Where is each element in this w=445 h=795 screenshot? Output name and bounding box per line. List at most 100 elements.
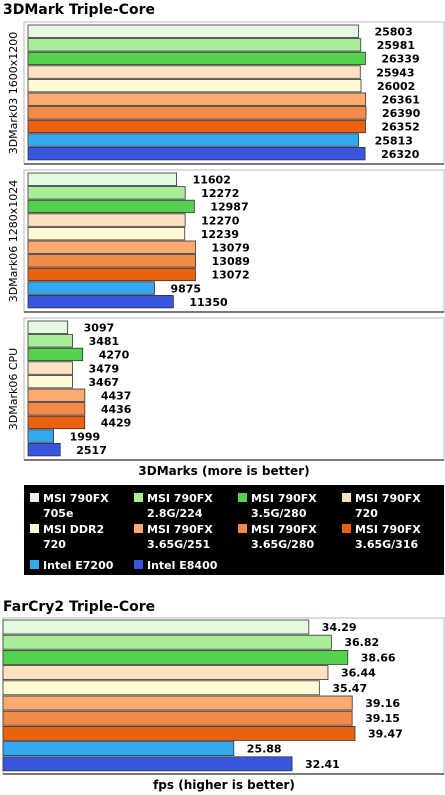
bar-intel-e7200: [27, 281, 155, 295]
data-label: 3479: [89, 362, 120, 375]
legend-label: 3.65G/280: [251, 538, 314, 551]
bar-msi-790fx-720: [27, 213, 186, 227]
legend-label: MSI 790FX: [355, 523, 421, 536]
bar-msi-790fx-3-65g-251: [27, 240, 196, 254]
bar-msi-790fx-3-5g-280: [27, 347, 84, 362]
chart-title-farcry2: FarCry2 Triple-Core: [3, 599, 155, 615]
data-label: 11602: [193, 174, 231, 187]
bar-msi-790fx-720: [2, 665, 329, 680]
bar-msi-790fx-3-65g-280: [2, 710, 353, 726]
legend-swatch: [134, 493, 143, 502]
legend-item-msi-790fx-3-5g-280: MSI 790FX 3.5G/280: [238, 492, 317, 520]
bar-msi-790fx-3-65g-251: [27, 388, 86, 402]
legend-item-msi-790fx-2-8g-224: MSI 790FX 2.8G/224: [134, 492, 213, 520]
data-label: 26002: [377, 80, 415, 93]
data-label: 1999: [70, 430, 101, 443]
bar-msi-790fx-3-5g-280: [2, 650, 349, 665]
legend-swatch: [238, 524, 247, 533]
bar-msi-790fx-705e: [27, 172, 177, 186]
xlabel-farcry2: fps (higher is better): [153, 778, 295, 792]
bar-msi-790fx-2-8g-224: [27, 186, 186, 200]
legend-swatch: [238, 493, 247, 502]
chart-title-3dmark: 3DMark Triple-Core: [3, 2, 155, 18]
bar-msi-790fx-3-65g-316: [2, 726, 356, 741]
legend-item-intel-e7200: Intel E7200: [30, 559, 114, 572]
data-label: 25981: [377, 39, 415, 52]
legend-label: 3.5G/280: [251, 507, 307, 520]
legend-label: 2.8G/224: [147, 507, 203, 520]
bar-msi-ddr2-720: [27, 374, 73, 389]
legend-item-intel-e8400: Intel E8400: [134, 559, 218, 572]
data-label: 25813: [375, 134, 413, 147]
group-3dmark06-1280x1024: 3DMark06 1280x1024 1160212272129871227012…: [7, 169, 445, 313]
data-label: 3467: [88, 376, 119, 389]
legend-swatch: [30, 560, 39, 569]
legend-label: 705e: [43, 507, 73, 520]
bar-msi-790fx-705e: [27, 24, 359, 38]
data-label: 4437: [101, 390, 132, 403]
bar-msi-790fx-705e: [27, 320, 69, 334]
legend-item-msi-ddr2-720: MSI DDR2 720: [30, 523, 104, 551]
legend-label: Intel E8400: [147, 559, 218, 572]
bar-msi-790fx-3-5g-280: [27, 199, 195, 214]
legend-swatch: [30, 493, 39, 502]
bar-msi-790fx-3-65g-316: [27, 267, 196, 282]
data-label: 26320: [381, 148, 420, 161]
data-label: 12239: [201, 228, 239, 241]
data-label: 39.15: [365, 712, 400, 725]
legend-label: MSI 790FX: [251, 523, 317, 536]
legend-label: 3.65G/251: [147, 538, 210, 551]
group-3dmark03-1600x1200: 3DMark03 1600x1200 2580325981263392594326…: [7, 21, 445, 165]
bar-intel-e8400: [27, 146, 366, 161]
legend-label: 3.65G/316: [355, 538, 418, 551]
data-label: 26390: [382, 107, 421, 120]
bar-msi-790fx-3-65g-251: [27, 92, 367, 106]
legend-label: MSI 790FX: [43, 492, 109, 505]
legend-label: MSI 790FX: [147, 492, 213, 505]
bar-msi-790fx-3-65g-316: [27, 415, 86, 430]
data-label: 11350: [189, 296, 228, 309]
bar-intel-e8400: [27, 294, 174, 309]
bar-intel-e7200: [2, 741, 235, 756]
bar-msi-790fx-705e: [2, 619, 310, 635]
bar-intel-e8400: [2, 756, 293, 772]
legend-label: MSI 790FX: [251, 492, 317, 505]
data-label: 3481: [89, 335, 120, 348]
legend-swatch: [134, 560, 143, 569]
legend-item-msi-790fx-705e: MSI 790FX 705e: [30, 492, 109, 520]
bar-intel-e7200: [27, 133, 360, 147]
legend-box: [24, 485, 444, 575]
legend-swatch: [342, 524, 351, 533]
legend-swatch: [30, 524, 39, 533]
data-label: 25.88: [247, 743, 282, 756]
legend-label: MSI DDR2: [43, 523, 104, 536]
data-label: 39.47: [368, 727, 403, 740]
bar-msi-ddr2-720: [27, 79, 362, 93]
category-label: 3DMark03 1600x1200: [7, 32, 20, 155]
bar-intel-e8400: [27, 442, 61, 457]
3dmark-plot: 3DMark03 1600x1200 2580325981263392594326…: [7, 21, 445, 461]
legend-label: 720: [355, 507, 378, 520]
bar-msi-790fx-2-8g-224: [2, 634, 332, 650]
legend-label: 720: [43, 538, 66, 551]
legend-label: MSI 790FX: [355, 492, 421, 505]
data-label: 4429: [101, 417, 132, 430]
data-label: 2517: [76, 444, 107, 457]
xlabel-3dmark: 3DMarks (more is better): [138, 464, 309, 478]
data-label: 12987: [210, 201, 248, 214]
group-3dmark06-cpu: 3DMark06 CPU 3097348142703479346744374436…: [7, 317, 445, 461]
legend-label: Intel E7200: [43, 559, 114, 572]
data-label: 13079: [212, 242, 250, 255]
data-label: 39.16: [365, 697, 400, 710]
category-label: 3DMark06 1280x1024: [7, 180, 20, 303]
bar-msi-ddr2-720: [27, 226, 186, 241]
data-label: 25943: [376, 66, 414, 79]
data-label: 12270: [201, 214, 240, 227]
data-label: 36.44: [341, 667, 376, 680]
data-label: 4270: [99, 349, 130, 362]
legend-item-msi-790fx-3-65g-251: MSI 790FX 3.65G/251: [134, 523, 213, 551]
legend-swatch: [134, 524, 143, 533]
bar-msi-790fx-3-65g-316: [27, 119, 366, 134]
bar-intel-e7200: [27, 429, 55, 443]
